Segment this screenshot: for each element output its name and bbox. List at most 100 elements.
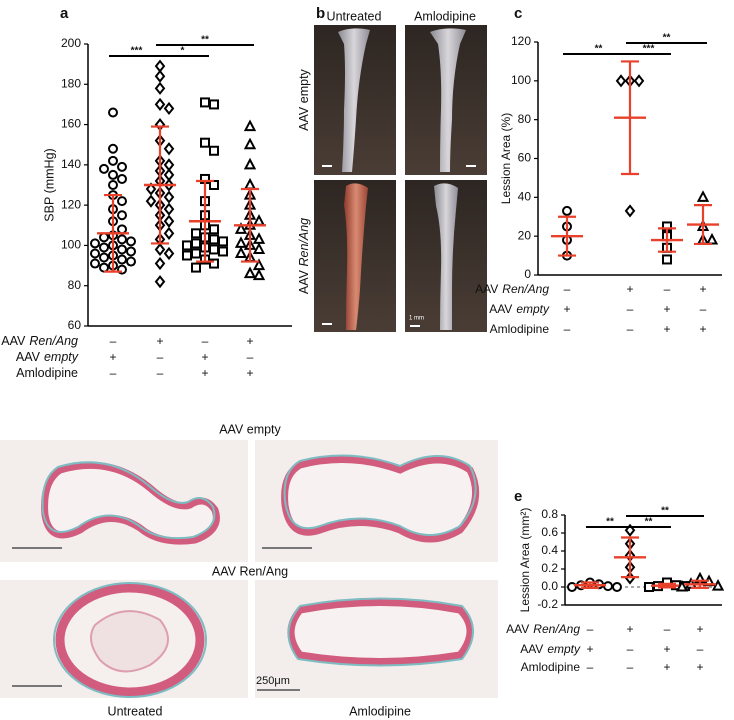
y-axis-label: Lession Area (%) (499, 113, 513, 204)
data-point (117, 173, 127, 184)
row-title-part: empty (297, 68, 311, 103)
condition-sign: + (663, 642, 670, 656)
condition-label-part: Ren/Ang (29, 334, 78, 348)
data-point (209, 99, 219, 110)
row-title: AAV Ren/Ang (297, 218, 311, 294)
condition-sign: + (626, 622, 633, 636)
condition-sign: + (201, 366, 208, 380)
condition-label-part: AAV (1, 334, 26, 348)
panel-label: e (514, 488, 522, 505)
condition-label-part: Ren/Ang (502, 282, 549, 296)
y-tick-label: 100 (61, 238, 81, 252)
condition-label: AAV Ren/Ang (475, 282, 549, 296)
condition-label-part: empty (547, 642, 581, 656)
data-point (191, 262, 201, 273)
condition-sign: + (201, 350, 208, 364)
condition-sign: + (156, 334, 163, 348)
vessel-section (287, 599, 474, 665)
data-point (99, 252, 109, 263)
lesion (90, 610, 169, 673)
y-tick-label: 0 (524, 267, 531, 281)
y-tick-label: 0.6 (541, 525, 558, 539)
data-point (117, 224, 127, 235)
y-tick-label: 80 (518, 112, 532, 126)
column-title: Amlodipine (414, 9, 476, 23)
condition-sign: – (202, 334, 209, 348)
condition-label-part: empty (44, 350, 79, 364)
data-point (243, 119, 257, 132)
condition-sign: + (699, 322, 706, 336)
condition-label: Amlodipine (521, 660, 581, 674)
significance-label: ** (661, 506, 669, 517)
condition-label-part: AAV (16, 350, 41, 364)
condition-label-part: AAV (489, 302, 512, 316)
data-point (163, 142, 175, 156)
condition-sign: + (696, 622, 703, 636)
data-point (163, 101, 175, 116)
data-point (90, 238, 100, 249)
condition-sign: – (697, 642, 704, 656)
adventitia (283, 454, 477, 536)
data-point (200, 137, 210, 148)
condition-label: Amlodipine (16, 366, 78, 380)
condition-sign: – (564, 282, 571, 296)
data-point (243, 157, 257, 170)
condition-sign: – (664, 622, 671, 636)
data-point (154, 275, 166, 289)
significance-label: *** (643, 44, 655, 55)
data-point (154, 69, 166, 83)
data-point (126, 236, 136, 247)
condition-label: AAV Ren/Ang (506, 622, 580, 636)
vessel (430, 28, 466, 173)
significance-label: ** (595, 44, 603, 55)
y-tick-label: -0.2 (537, 597, 558, 611)
data-point (163, 214, 175, 228)
adventitia (41, 461, 216, 540)
data-point (145, 194, 157, 208)
data-point (209, 145, 219, 156)
condition-sign: – (247, 350, 254, 364)
data-point (90, 248, 100, 259)
data-point (117, 210, 127, 221)
adventitia (287, 597, 474, 667)
condition-sign: – (157, 350, 164, 364)
data-point (562, 205, 572, 216)
y-tick-label: 140 (61, 157, 81, 171)
condition-label-part: AAV (520, 642, 543, 656)
data-point (675, 579, 689, 592)
data-point (117, 254, 127, 265)
y-tick-label: 60 (518, 151, 532, 165)
data-point (126, 246, 136, 257)
data-point (218, 236, 228, 247)
y-tick-label: 120 (61, 197, 81, 211)
data-point (615, 74, 627, 88)
y-tick-label: 180 (61, 76, 81, 90)
data-point (644, 582, 654, 592)
y-tick-label: 0.2 (541, 561, 558, 575)
condition-sign: – (627, 322, 634, 336)
data-point (696, 190, 710, 202)
condition-sign: – (700, 302, 707, 316)
significance-label: *** (131, 46, 143, 57)
data-point (108, 155, 118, 166)
scale-label: 250μm (256, 675, 290, 687)
data-point (209, 244, 219, 255)
data-point (108, 107, 118, 118)
data-point (145, 182, 157, 196)
panel-b: b Untreated Amlodipine AAV empty AAV Ren… (297, 5, 487, 332)
panel-label: c (514, 5, 522, 22)
condition-sign: + (246, 334, 253, 348)
condition-sign: – (627, 642, 634, 656)
condition-label-part: Amlodipine (521, 660, 581, 674)
vessel (434, 183, 458, 330)
y-tick-label: 200 (61, 36, 81, 50)
data-point (117, 161, 127, 172)
condition-label-part: AAV (506, 622, 529, 636)
data-point (117, 196, 127, 207)
data-point (191, 228, 201, 239)
data-point (612, 582, 622, 592)
data-point (163, 202, 175, 216)
data-point (209, 180, 219, 190)
significance-label: ** (645, 517, 653, 528)
condition-label-part: Amlodipine (16, 366, 78, 380)
